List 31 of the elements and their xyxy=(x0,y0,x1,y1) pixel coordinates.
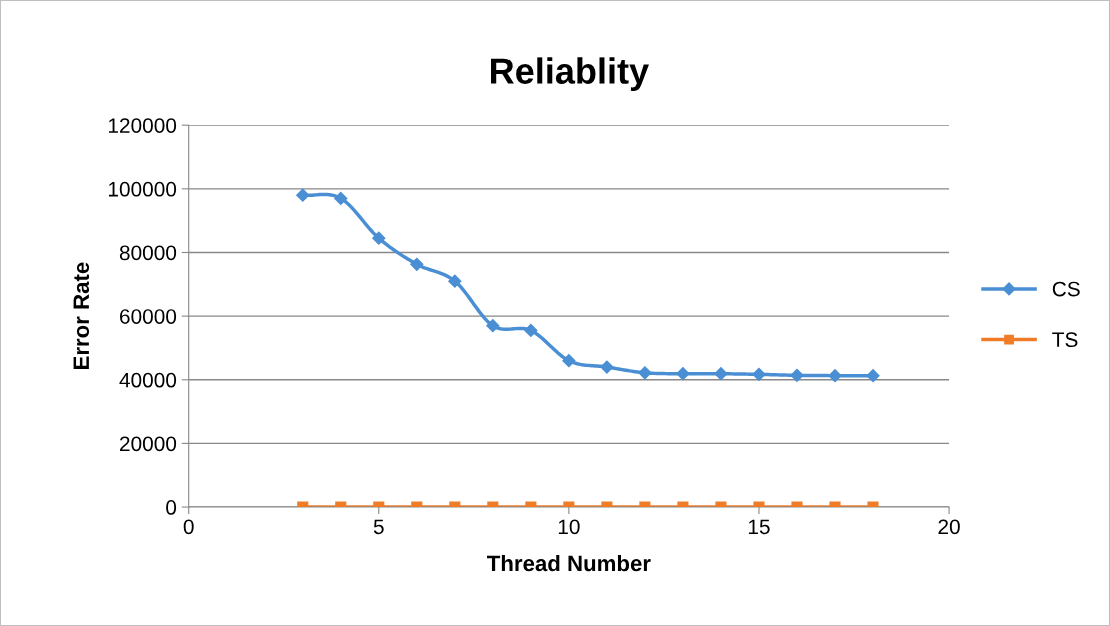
point xyxy=(372,231,386,245)
legend-label: CS xyxy=(1052,281,1080,297)
point xyxy=(866,369,880,383)
point xyxy=(524,323,538,338)
y-axis-title: Error Rate xyxy=(73,262,90,369)
y-tick-label: 80000 xyxy=(119,245,177,261)
y-tick-label: 0 xyxy=(166,500,177,515)
point xyxy=(410,257,424,271)
y-tick-label: 60000 xyxy=(120,309,177,324)
y-tick-label: 120000 xyxy=(108,118,177,133)
x-tick-label: 0 xyxy=(183,519,194,535)
chart-title: Reliablity xyxy=(491,57,649,92)
y-tick-label: 40000 xyxy=(119,372,177,388)
point xyxy=(676,367,690,381)
point xyxy=(714,367,728,381)
point xyxy=(448,274,462,288)
legend-label: TS xyxy=(1052,332,1078,348)
y-tick-label: 100000 xyxy=(108,181,177,197)
x-tick-label: 5 xyxy=(373,519,384,535)
x-tick-label: 10 xyxy=(558,519,580,535)
point xyxy=(486,319,500,333)
x-tick-label: 15 xyxy=(748,519,770,535)
x-tick-label: 20 xyxy=(938,519,960,535)
point xyxy=(752,367,766,381)
point xyxy=(562,354,576,368)
point xyxy=(790,368,804,382)
point xyxy=(600,360,614,374)
y-tick-label: 20000 xyxy=(120,436,177,452)
x-axis-title: Thread Number xyxy=(487,554,651,572)
point xyxy=(638,366,652,380)
point xyxy=(828,369,842,383)
